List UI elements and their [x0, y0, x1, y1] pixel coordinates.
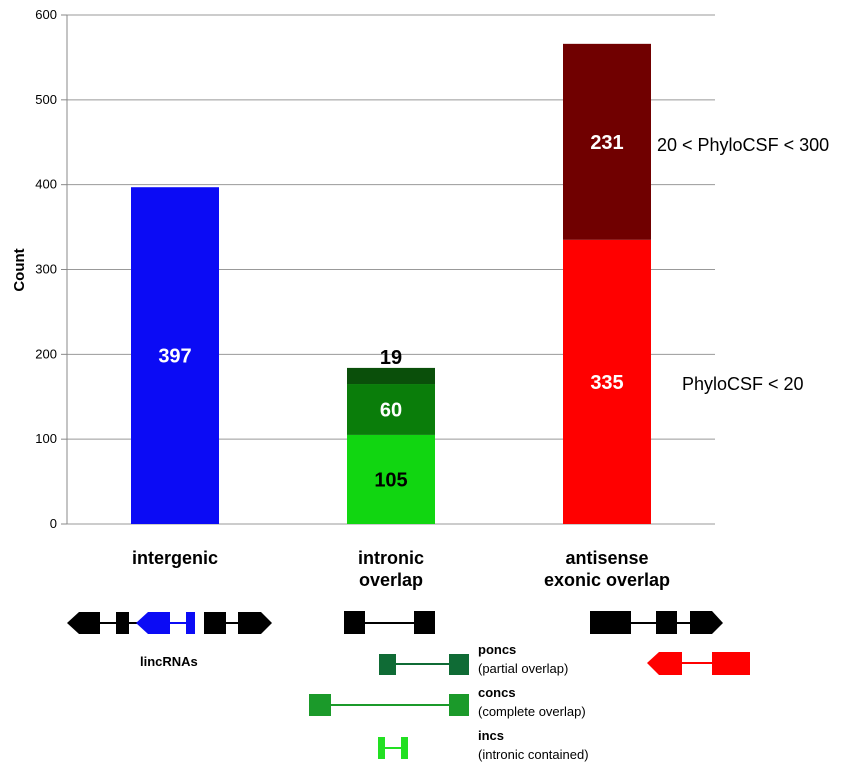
legend-incs: incs (intronic contained)	[378, 728, 589, 762]
antisense-gene-diagram	[590, 611, 750, 675]
y-tick-label: 0	[50, 516, 57, 531]
incs-title: incs	[478, 728, 504, 743]
lincrna-arrow	[136, 612, 170, 634]
poncs-description: (partial overlap)	[478, 661, 568, 676]
category-label: exonic overlap	[544, 570, 670, 590]
bar-value-label: 19	[380, 347, 402, 369]
bar-segment	[347, 367, 435, 385]
gene-exon	[344, 611, 365, 634]
gene-exon	[204, 612, 226, 634]
bar-value-label: 231	[590, 132, 623, 154]
bar-segment	[563, 239, 651, 524]
antisense-exon	[712, 652, 750, 675]
y-tick-label: 400	[35, 177, 57, 192]
gene-exon	[656, 611, 677, 634]
gene-exon	[590, 611, 631, 634]
y-tick-label: 200	[35, 346, 57, 361]
lincrnas-caption: lincRNAs	[140, 654, 198, 669]
bar-segment	[563, 43, 651, 240]
category-label: antisense	[565, 548, 648, 568]
poncs-exon	[449, 654, 469, 675]
y-tick-label: 500	[35, 92, 57, 107]
bar-value-label: 60	[380, 399, 402, 421]
legend-concs: concs (complete overlap)	[309, 685, 586, 719]
y-tick-label: 600	[35, 7, 57, 22]
concs-title: concs	[478, 685, 516, 700]
category-label: overlap	[359, 570, 423, 590]
intergenic-gene-diagram: lincRNAs	[67, 612, 272, 669]
bar-value-label: 397	[158, 346, 191, 368]
bar-segment	[347, 384, 435, 435]
bar-value-label: 105	[374, 469, 407, 491]
gene-arrow-right	[238, 612, 272, 634]
bar-value-label: 335	[590, 372, 623, 394]
legend-poncs: poncs (partial overlap)	[379, 642, 568, 676]
gene-exon	[116, 612, 129, 634]
annotation-upper: 20 < PhyloCSF < 300	[657, 135, 829, 155]
y-tick-label: 300	[35, 262, 57, 277]
category-label: intergenic	[132, 548, 218, 568]
gene-arrow-left	[67, 612, 100, 634]
y-axis: 0 100 200 300 400 500 600	[35, 7, 68, 531]
category-label: intronic	[358, 548, 424, 568]
concs-description: (complete overlap)	[478, 704, 586, 719]
poncs-title: poncs	[478, 642, 516, 657]
incs-exon	[401, 737, 408, 759]
annotation-lower: PhyloCSF < 20	[682, 374, 804, 394]
incs-description: (intronic contained)	[478, 747, 589, 762]
antisense-arrow	[647, 652, 682, 675]
gene-exon	[414, 611, 435, 634]
bars: 397 105 60 19 335 231	[131, 43, 651, 524]
concs-exon	[309, 694, 331, 716]
concs-exon	[449, 694, 469, 716]
lincrna-exon	[186, 612, 195, 634]
y-tick-label: 100	[35, 431, 57, 446]
gene-arrow-right	[690, 611, 723, 634]
intronic-gene-diagram	[344, 611, 435, 634]
y-axis-title: Count	[11, 248, 28, 291]
incs-exon	[378, 737, 385, 759]
poncs-exon	[379, 654, 396, 675]
bar-segment	[131, 187, 219, 524]
bar-segment	[347, 434, 435, 524]
